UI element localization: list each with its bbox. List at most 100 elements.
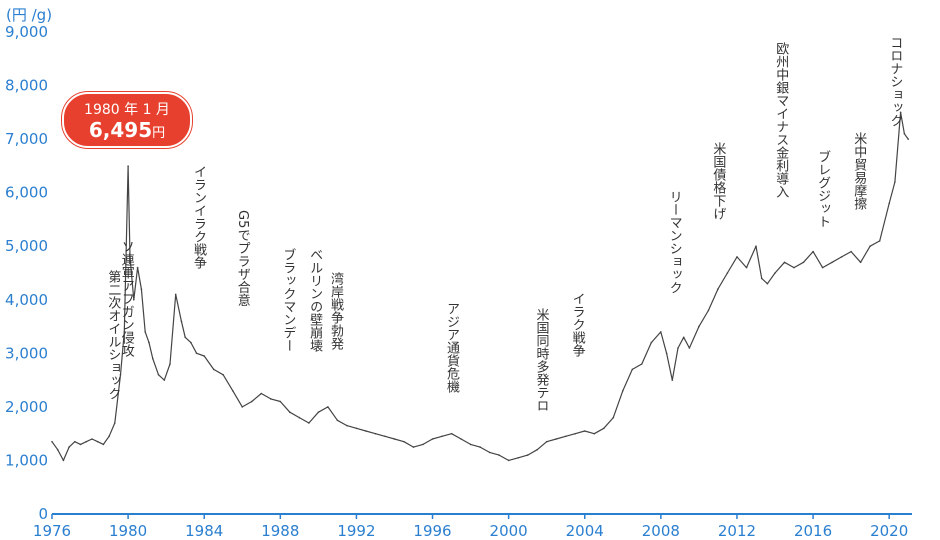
data-point [195,352,198,355]
data-point [760,277,763,280]
data-point [140,288,143,290]
event-annotation: リーマンショック [667,190,682,294]
data-point [726,272,729,274]
data-point [583,430,586,432]
data-point [894,181,896,183]
data-point [270,398,272,400]
data-point [102,443,105,446]
x-tick-label: 2000 [490,522,528,540]
y-tick-label: 7,000 [5,130,48,148]
data-point [384,435,386,438]
data-point [660,331,662,333]
data-point [298,416,301,419]
data-point [840,256,843,258]
data-point [650,341,653,344]
data-point [56,448,59,451]
data-point [114,422,116,424]
event-annotation: アジア通貨危機 [444,302,460,393]
event-annotation: イラク戦争 [570,292,586,357]
data-point [698,325,700,328]
data-point [593,432,596,435]
callout-value: 6,495 [88,118,153,142]
data-point [317,411,320,414]
event-annotation: G5でプラザ合意 [235,210,251,307]
data-point [888,202,890,205]
data-point [232,390,234,392]
event-annotation: 米国債格下げ [710,142,726,220]
data-point [878,240,881,242]
y-tick-label: 8,000 [5,77,48,95]
data-point [346,424,348,427]
data-point [899,111,902,114]
x-tick-label: 1984 [185,522,223,540]
data-point [422,443,424,446]
data-point [174,293,177,296]
callout-date: 1980 年 1 月 [84,102,170,118]
callout-unit: 円 [152,126,166,141]
event-annotation: ソ連軍アフガン侵攻 [119,240,135,357]
data-point [850,250,852,253]
x-tick-label: 2004 [566,522,604,540]
data-point [545,440,548,443]
x-axis: 1976 1980 1984 1988 1992 1996 2000 2004 2008 2012… [33,514,908,540]
x-tick-label: 2016 [794,522,832,540]
data-point [403,440,405,443]
data-point [393,438,396,440]
data-point [241,406,244,408]
event-annotation: ブラックマンデー [280,247,295,352]
data-point [766,282,769,285]
y-tick-label: 0 [38,505,48,523]
data-point [831,261,833,264]
data-point [688,347,691,349]
data-point [677,347,679,349]
data-point [152,357,154,360]
data-point [802,261,805,264]
data-point [129,256,131,258]
data-point [793,266,795,269]
y-tick-label: 9,000 [5,23,48,41]
data-point [755,245,757,247]
data-point [355,427,358,430]
event-annotation: ブレグジット [815,149,831,228]
event-annotation: 米中貿易摩擦 [851,132,867,210]
data-point [526,454,529,456]
data-point [289,411,291,414]
data-point [365,430,367,432]
data-point [460,438,462,440]
callout-value-wrap: 6,495円 [64,119,190,145]
data-point [631,368,634,371]
y-tick-label: 1,000 [5,451,48,469]
data-point [123,331,126,333]
data-point [203,355,205,357]
series-group [51,111,909,462]
data-point [327,406,329,408]
data-point [180,320,183,323]
data-point [859,261,862,264]
data-point [184,336,186,339]
event-annotation: ベルリンの壁崩壊 [307,248,323,353]
data-point [108,435,110,438]
x-tick-label: 1976 [33,522,71,540]
data-point [222,374,224,376]
data-point [564,435,567,438]
data-point [441,435,443,438]
data-point [745,266,748,269]
data-point [783,261,786,264]
data-point [574,432,576,435]
data-point [163,379,166,381]
y-tick-label: 4,000 [5,291,48,309]
data-point [431,438,434,440]
data-point [91,438,93,440]
data-point [157,374,160,376]
data-point [665,352,668,355]
data-point [85,440,87,443]
data-point [336,419,339,422]
y-tick-label: 2,000 [5,398,48,416]
event-annotation: 第二次オイルショック [105,270,121,400]
y-tick-label: 3,000 [5,344,48,362]
x-tick-label: 2012 [718,522,756,540]
data-point [555,438,557,440]
data-point [488,451,491,454]
data-point [68,446,70,448]
